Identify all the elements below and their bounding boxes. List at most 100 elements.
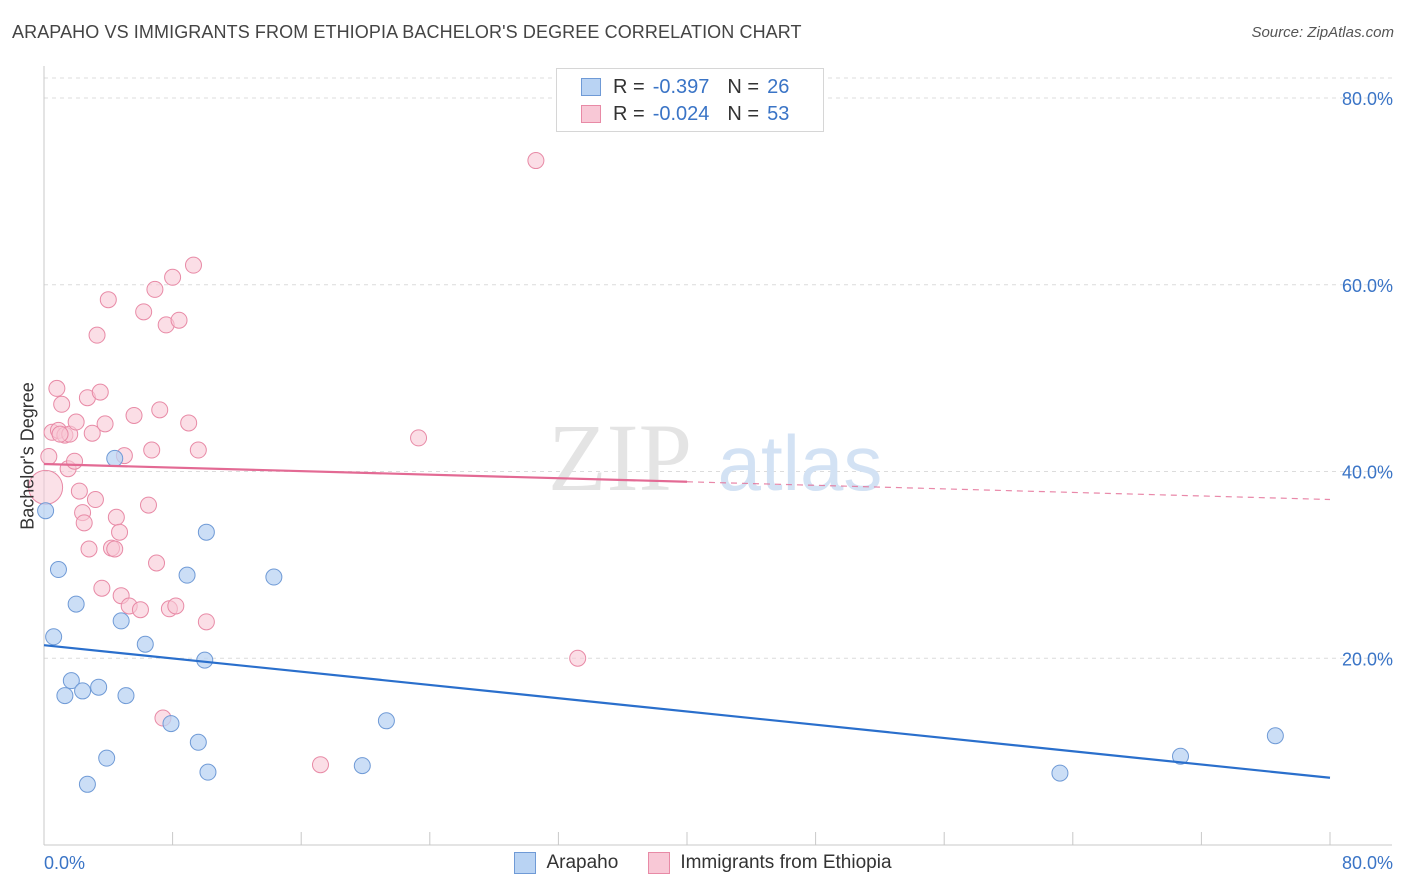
ethiopia-point [125,406,143,424]
arapaho-points [37,449,1284,793]
legend-label-arapaho: Arapaho [546,852,619,873]
arapaho-point [178,566,196,584]
chart-title: ARAPAHO VS IMMIGRANTS FROM ETHIOPIA BACH… [12,22,802,42]
ethiopia-point [51,425,69,443]
ethiopia-legend-swatch [648,852,671,874]
arapaho-point [189,733,207,751]
ethiopia-point [146,280,164,298]
arapaho-point [67,595,85,613]
r-value: -0.024 [652,102,710,125]
arapaho-point [136,635,154,653]
n-label: N = [727,75,760,98]
ethiopia-point [167,597,185,615]
y-tick-label: 20.0% [1342,649,1393,669]
ethiopia-point [53,395,71,413]
ethiopia-point [66,452,84,470]
r-label: R = [613,75,645,98]
arapaho-point [45,628,63,646]
ethiopia-point [197,613,215,631]
ethiopia-point [83,424,101,442]
ethiopia-point [40,448,58,466]
arapaho-point [199,763,217,781]
arapaho-legend-swatch [514,852,537,874]
trend-lines [43,462,1331,779]
ethiopia-point [106,540,124,558]
y-tick-label: 40.0% [1342,463,1393,483]
x-tick-label: 80.0% [1342,853,1393,873]
ethiopia-point [184,256,202,274]
ethiopia-point [86,491,104,509]
arapaho-swatch [581,78,601,96]
n-label: N = [727,102,760,125]
arapaho-point [162,715,180,733]
arapaho-point [1172,747,1190,765]
arapaho-point [62,672,80,690]
ethiopia-point [151,401,169,419]
arapaho-point [197,523,215,541]
ethiopia-point [164,268,182,286]
y-tick-label: 60.0% [1342,276,1393,296]
ethiopia-point [135,303,153,321]
x-tick-label: 0.0% [44,853,85,873]
arapaho-point [1051,764,1069,782]
arapaho-point [37,502,55,520]
stats-legend: R = -0.397 N = 26 R = -0.024 N = 53 [556,68,824,132]
watermark-zip: ZIP [548,404,692,511]
ethiopia-swatch [581,105,601,123]
r-label: R = [613,102,645,125]
ethiopia-point [80,540,98,558]
arapaho-point [377,712,395,730]
ethiopia-point [569,649,587,667]
ethiopia-point [93,579,111,597]
legend-item-arapaho[interactable]: Arapaho [514,852,618,874]
ethiopia-point [148,554,166,572]
legend-row-arapaho: R = -0.397 N = 26 [581,75,789,99]
ethiopia-point [107,508,125,526]
arapaho-point [353,757,371,775]
ethiopia-trend-line [43,462,688,483]
ethiopia-point [311,756,329,774]
ethiopia-point [91,383,109,401]
arapaho-trend-line [43,644,1331,779]
arapaho-point [78,775,96,793]
ethiopia-point [48,379,66,397]
ethiopia-point [139,496,157,514]
r-value: -0.397 [652,75,710,98]
ethiopia-point [96,415,114,433]
watermark: ZIP atlas [548,404,882,511]
ethiopia-trend-extension [686,481,1331,501]
ethiopia-point [70,482,88,500]
source-label: Source: ZipAtlas.com [1251,24,1394,41]
ethiopia-point [527,152,545,170]
n-value: 53 [767,102,790,125]
y-tick-label: 80.0% [1342,89,1393,109]
arapaho-point [106,449,124,467]
arapaho-point [49,561,67,579]
ethiopia-point [88,326,106,344]
arapaho-point [112,612,130,630]
legend-item-ethiopia[interactable]: Immigrants from Ethiopia [648,852,892,874]
ethiopia-point [180,414,198,432]
arapaho-point [265,568,283,586]
arapaho-point [98,749,116,767]
ethiopia-point [75,514,93,532]
arapaho-point [117,687,135,705]
y-axis-label: Bachelor's Degree [17,382,38,530]
arapaho-point [74,682,92,700]
ethiopia-point [99,291,117,309]
arapaho-point [90,678,108,696]
ethiopia-point [170,311,188,329]
watermark-atlas: atlas [718,419,883,507]
series-legend: Arapaho Immigrants from Ethiopia [0,852,1406,874]
ethiopia-point [410,429,428,447]
arapaho-point [1266,727,1284,745]
grid-lines [44,77,1392,659]
ethiopia-point [143,441,161,459]
ethiopia-points [28,152,587,774]
ethiopia-point [67,413,85,431]
ethiopia-point [111,523,129,541]
ethiopia-point [189,441,207,459]
legend-row-ethiopia: R = -0.024 N = 53 [581,102,789,126]
ethiopia-point [131,601,149,619]
